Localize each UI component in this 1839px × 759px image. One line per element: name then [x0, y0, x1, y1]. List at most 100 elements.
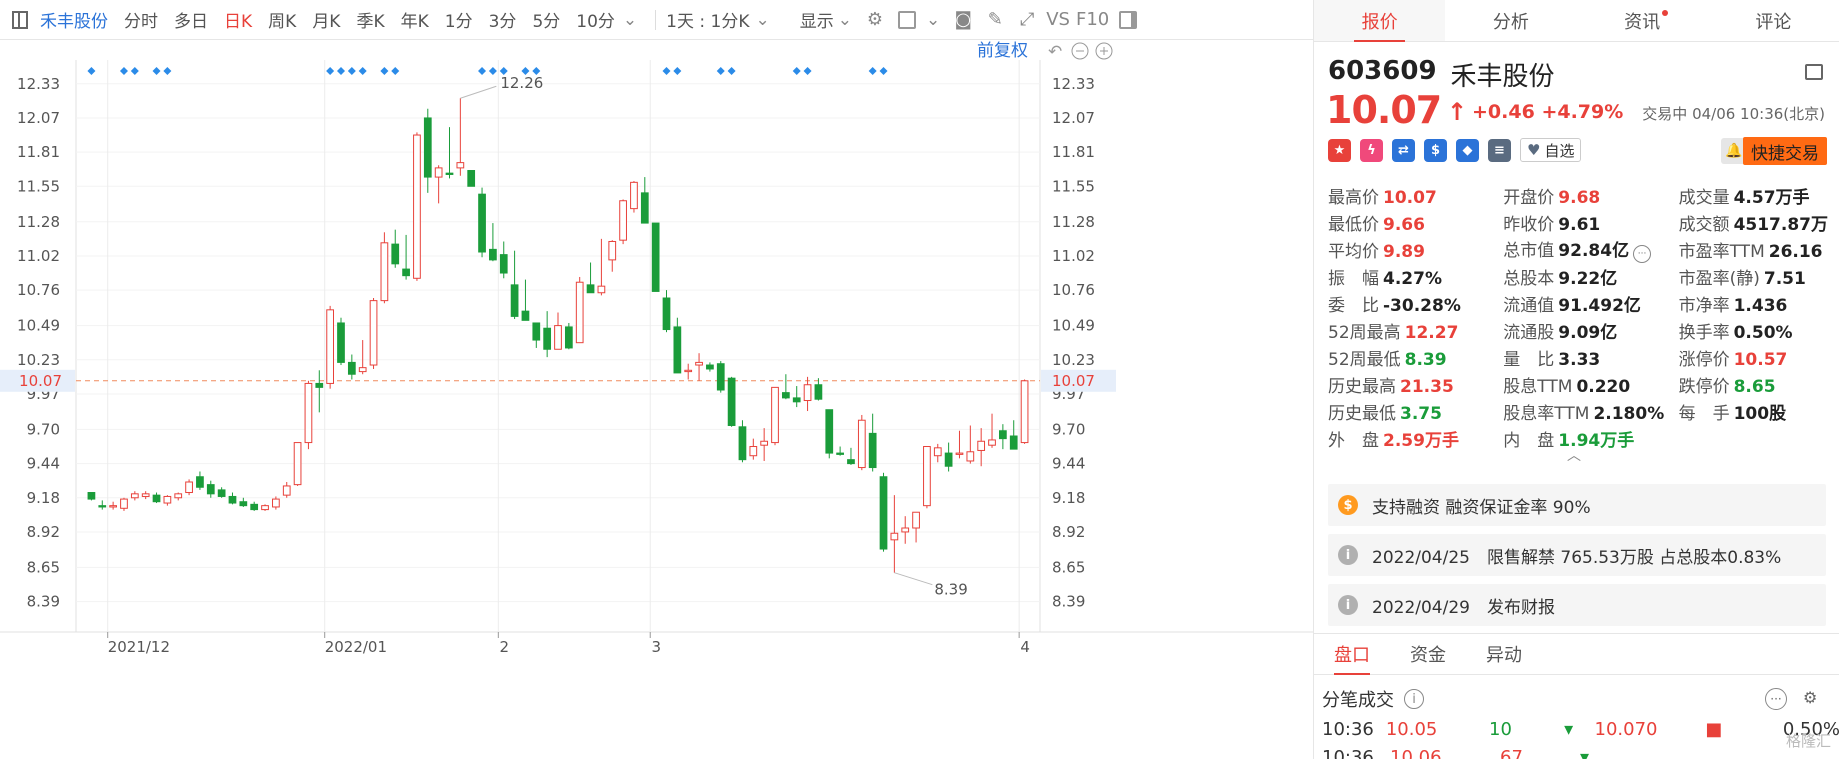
chevron-up-icon[interactable]: ︿	[1567, 448, 1581, 464]
stats-row: 历史最高 21.35 股息TTM 0.220 跌停价 8.65	[1328, 371, 1828, 398]
stat-cell: 委 比 -30.28%	[1328, 291, 1503, 316]
event-marker-icon	[532, 67, 541, 75]
stat-label: 股息率TTM	[1503, 404, 1590, 424]
stat-label: 流通股	[1503, 323, 1555, 343]
tab-3[interactable]: 评论	[1708, 0, 1839, 41]
period-tab[interactable]: 10分	[576, 12, 615, 32]
more-icon[interactable]: ···	[1765, 688, 1787, 710]
info-icon[interactable]: i	[1404, 689, 1424, 709]
display-menu[interactable]: 显示	[799, 12, 834, 32]
period-tab[interactable]: 5分	[532, 12, 561, 32]
stat-label: 成交量	[1678, 188, 1730, 208]
stat-value: 21.35	[1400, 377, 1454, 397]
candle-body	[217, 489, 226, 497]
chevron-down-icon[interactable]: ⌄	[837, 9, 852, 30]
period-tab[interactable]: 季K	[356, 12, 385, 32]
stat-value: 26.16	[1768, 242, 1823, 262]
stat-value: 10.57	[1733, 350, 1788, 370]
stat-cell: 流通值 91.492亿	[1503, 291, 1678, 316]
period-tab[interactable]: 日K	[224, 12, 253, 32]
chevron-down-icon[interactable]: ⌄	[925, 9, 941, 30]
quick-trade-button[interactable]: 快捷交易	[1743, 137, 1827, 165]
tab-1[interactable]: 分析	[1445, 0, 1576, 41]
price-tick-right: 9.70	[1052, 420, 1085, 438]
shuffle-icon[interactable]: ⇄	[1392, 138, 1415, 162]
kline-chart-area[interactable]: 12.33 12.33 12.07 12.07 11.81 11.81 11.55 11.55…	[0, 40, 1313, 759]
price-tick-right: 12.33	[1052, 75, 1095, 93]
period-tab[interactable]: 周K	[268, 12, 297, 32]
stats-grid: 最高价 10.07 开盘价 9.68 成交量 4.57万手 最低价 9.66 昨收价 9.61 成交…	[1328, 182, 1828, 452]
chevron-down-icon[interactable]: ⌄	[755, 9, 770, 30]
stat-label: 市净率	[1678, 296, 1730, 316]
tick-ref-percent: 0.50%	[1782, 718, 1839, 740]
more-icon[interactable]: ···	[1633, 245, 1652, 263]
candle-body	[98, 505, 107, 508]
settings-icon[interactable]: ⚙	[1803, 688, 1818, 707]
candle-body	[315, 382, 324, 388]
fq-toggle[interactable]: 前复权	[977, 41, 1028, 61]
add-watchlist-button[interactable]: ♥ 自选	[1520, 138, 1582, 162]
range-select[interactable]: 1天 : 1分K	[666, 12, 750, 32]
price-tick-left: 10.49	[17, 317, 60, 335]
period-tab[interactable]: 3分	[488, 12, 517, 32]
candle-body	[760, 440, 769, 446]
stat-cell: 最低价 9.66	[1328, 210, 1503, 235]
tab-0[interactable]: 报价	[1314, 0, 1446, 42]
info-text: 支持融资 融资保证金率 90%	[1372, 497, 1591, 518]
chevron-down-icon[interactable]: ⌄	[622, 9, 638, 30]
bell-icon[interactable]: 🔔	[1721, 138, 1747, 164]
menu-icon[interactable]	[1805, 64, 1823, 80]
info-report[interactable]: i 2022/04/29 发布财报	[1328, 584, 1826, 626]
price-tick-left: 10.76	[17, 281, 60, 299]
square-icon: ■	[1705, 718, 1723, 740]
fullscreen-icon[interactable]: ⤢	[1020, 9, 1035, 30]
tick-volume: 10	[1489, 718, 1512, 740]
subtab-2[interactable]: 异动	[1486, 645, 1522, 666]
stat-value: 12.27	[1404, 323, 1459, 343]
period-tab[interactable]: 分时	[124, 12, 158, 32]
stat-value: 3.33	[1558, 350, 1601, 370]
period-tab[interactable]: 多日	[174, 12, 208, 32]
subtab-0[interactable]: 盘口	[1314, 634, 1390, 675]
pencil-icon[interactable]: ✎	[987, 9, 1003, 30]
candle-body	[868, 432, 877, 469]
info-margin[interactable]: $ 支持融资 融资保证金率 90%	[1328, 484, 1826, 526]
candle-body	[803, 384, 812, 402]
camera-icon[interactable]: ◙	[954, 9, 972, 30]
candle-body	[988, 439, 996, 446]
panel-toggle-icon[interactable]	[1115, 7, 1141, 33]
price-tick-left: 11.55	[17, 177, 60, 195]
stat-label: 平均价	[1328, 242, 1379, 262]
stat-label: 涨停价	[1678, 350, 1730, 370]
period-tab[interactable]: 1分	[444, 12, 473, 32]
tag-icon[interactable]: ◆	[1456, 138, 1479, 162]
tab-label: 报价	[1361, 11, 1398, 33]
vs-button[interactable]: VS	[1046, 9, 1070, 30]
layout-icon[interactable]	[12, 10, 28, 29]
tab-2[interactable]: 资讯	[1577, 0, 1708, 41]
gear-icon[interactable]: ⚙	[866, 9, 884, 30]
candle-body	[152, 494, 161, 503]
high-annotation: 12.26	[500, 74, 543, 92]
candle-body	[87, 492, 96, 500]
stat-value: 7.51	[1763, 269, 1806, 289]
stat-label: 52周最低	[1328, 350, 1401, 370]
stat-label: 昨收价	[1503, 215, 1555, 235]
lightning-icon[interactable]: ϟ	[1360, 138, 1383, 162]
price-tick-right: 8.92	[1052, 523, 1085, 541]
kline-chart[interactable]: 12.33 12.33 12.07 12.07 11.81 11.81 11.55 11.55…	[0, 40, 1313, 759]
info-unlock[interactable]: i 2022/04/25 限售解禁 765.53万股 占总股本0.83%	[1328, 534, 1826, 576]
note-icon[interactable]: ≡	[1488, 138, 1511, 162]
checkbox-icon[interactable]	[894, 7, 920, 33]
price-tick-right: 11.28	[1052, 213, 1095, 231]
f10-button[interactable]: F10	[1075, 9, 1110, 30]
dollar-icon[interactable]: $	[1424, 138, 1447, 162]
candle-body	[434, 167, 443, 178]
china-flag-icon[interactable]: ★	[1328, 138, 1351, 162]
period-tab[interactable]: 月K	[312, 12, 341, 32]
subtab-1[interactable]: 资金	[1410, 645, 1446, 666]
date-label: 3	[651, 638, 661, 656]
toolbar-stock-name[interactable]: 禾丰股份	[40, 12, 108, 32]
event-marker-icon	[499, 67, 508, 75]
period-tab[interactable]: 年K	[400, 12, 429, 32]
